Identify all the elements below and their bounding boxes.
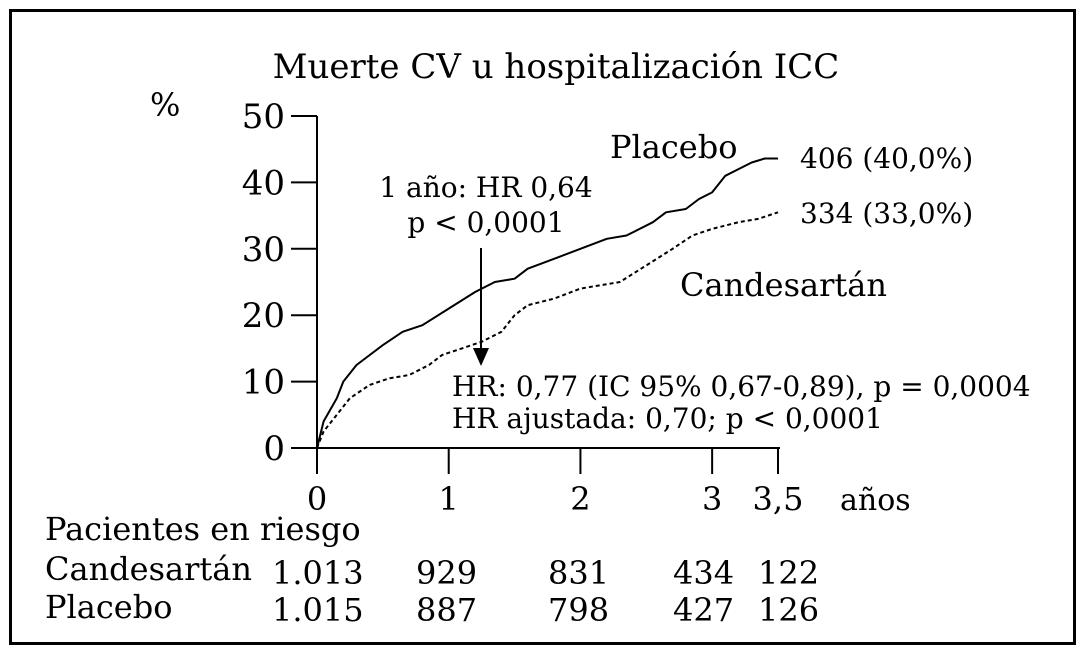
risk-cand-2: 831 [548,554,610,592]
risk-plac-0: 1.015 [272,591,364,629]
placebo-label: Placebo [610,128,737,166]
x-tick-label-1: 1 [439,480,459,518]
figure-frame [9,9,1076,645]
y-tick-label-10: 10 [242,363,285,403]
series-line-candesartn [316,211,779,449]
risk-row-label-placebo: Placebo [45,588,173,626]
risk-row-label-candesartan: Candesartán [45,550,252,588]
y-tick-label-40: 40 [242,163,285,203]
y-tick-label-0: 0 [263,429,285,469]
risk-plac-3: 427 [673,591,735,629]
risk-cand-4: 122 [758,554,820,592]
risk-plac-1: 887 [416,591,478,629]
one-year-hr-line2: p < 0,0001 [407,206,564,239]
x-tick-label-0: 0 [307,480,327,518]
risk-cand-1: 929 [416,554,478,592]
candesartan-label: Candesartán [680,266,887,304]
y-tick-label-30: 30 [242,230,285,270]
risk-plac-2: 798 [548,591,610,629]
hr-line1: HR: 0,77 (IC 95% 0,67-0,89), p = 0,0004 [452,370,1031,403]
y-tick-label-50: 50 [242,97,285,137]
y-tick-label-20: 20 [242,296,285,336]
one-year-arrow-head [473,348,489,366]
series-group [316,157,779,449]
chart-title: Muerte CV u hospitalización ICC [273,47,840,87]
risk-table-title: Pacientes en riesgo [45,510,361,548]
risk-cand-3: 434 [673,554,735,592]
risk-plac-4: 126 [758,591,820,629]
one-year-hr-line1: 1 año: HR 0,64 [379,171,592,204]
hr-line2: HR ajustada: 0,70; p < 0,0001 [452,402,883,435]
x-tick-label-4: 3,5 [753,480,804,518]
series-line-placebo [316,157,778,449]
y-axis-label: % [150,86,180,124]
x-tick-label-3: 3 [702,480,722,518]
placebo-end-label: 406 (40,0%) [800,142,973,175]
risk-cand-0: 1.013 [272,554,364,592]
y-ticks: 0 10 20 30 40 50 [242,97,317,469]
x-ticks: 0 1 2 3 3,5 [307,448,804,518]
x-tick-label-2: 2 [570,480,590,518]
candesartan-end-label: 334 (33,0%) [800,197,973,230]
x-axis-label: años [840,483,911,518]
